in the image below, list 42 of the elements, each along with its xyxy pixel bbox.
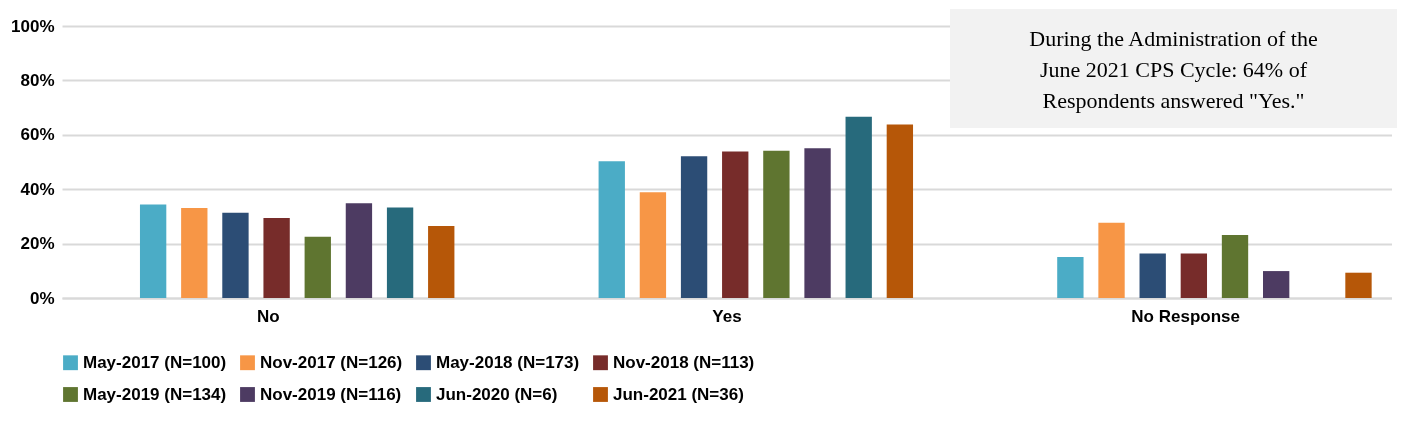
bar [304,236,331,298]
y-tick-label: 100% [11,16,55,36]
bar [1180,253,1208,298]
y-tick-label: 80% [20,70,55,90]
x-tick-label: No [257,306,280,326]
legend-label: Nov-2019 (N=116) [260,384,402,404]
bar [680,156,708,298]
bar [1098,222,1125,298]
legend-label: Nov-2018 (N=113) [613,352,755,372]
y-tick-label: 60% [20,125,55,145]
y-tick-label: 20% [20,234,55,254]
bar [1057,256,1084,298]
bar [1263,271,1290,298]
legend-label: May-2019 (N=134) [83,384,227,404]
bar [763,150,790,298]
bar [1139,253,1166,298]
bar [722,151,749,298]
bar [598,161,625,298]
legend-label: May-2017 (N=100) [83,352,227,372]
x-tick-label: No Response [1131,306,1240,326]
bar [139,204,167,298]
bar [639,192,667,298]
legend-label: Jun-2020 (N=6) [436,384,558,404]
legend-label: May-2018 (N=173) [436,352,580,372]
annotation: During the Administration of the June 2021 CPS Cycle: 64% of Respondents answered "Yes." [1028,25,1319,115]
bar [804,148,831,298]
bar [222,212,249,298]
bar [181,207,208,298]
x-tick-label: Yes [712,306,742,326]
legend-label: Jun-2021 (N=36) [613,384,744,404]
bar [345,203,373,298]
y-tick-label: 0% [29,288,55,308]
bar [386,207,414,298]
bar [886,124,914,298]
y-tick-label: 40% [20,179,55,199]
bar [428,225,455,298]
bar [1221,234,1249,298]
legend-label: Nov-2017 (N=126) [260,352,403,372]
note-box: During the Administration of the June 2021 CPS Cycle: 64% of Respondents answered "Yes." [950,9,1397,128]
bar [1345,272,1372,298]
bar [263,218,290,298]
bar [845,116,872,298]
